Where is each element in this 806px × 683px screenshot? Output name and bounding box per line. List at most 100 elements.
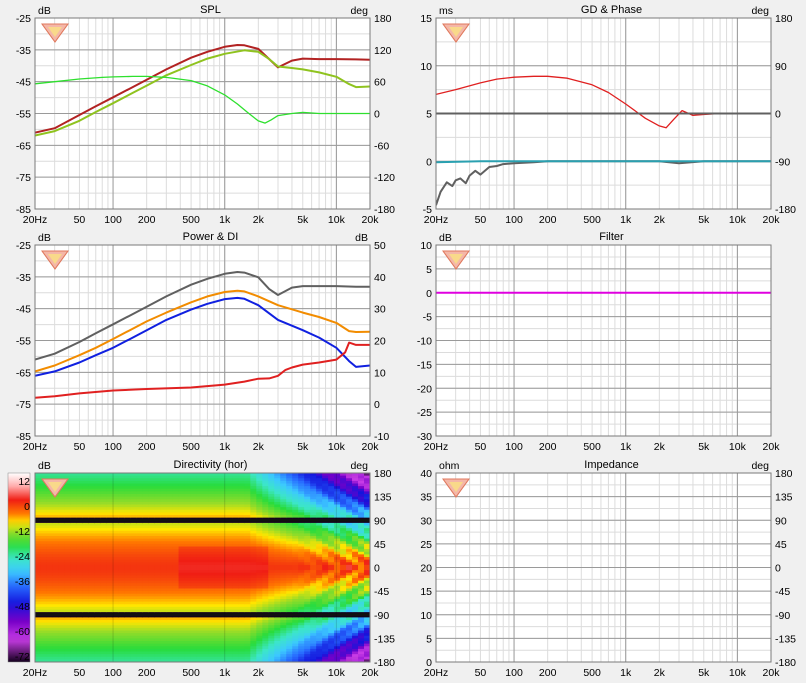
heatmap-cell bbox=[136, 585, 144, 590]
heatmap-cell bbox=[364, 609, 370, 613]
heatmap-cell bbox=[238, 596, 245, 600]
heatmap-cell bbox=[268, 483, 275, 487]
heatmap-cell bbox=[244, 585, 251, 590]
heatmap-cell bbox=[292, 575, 299, 579]
heatmap-cell bbox=[244, 601, 251, 605]
heatmap-cell bbox=[124, 583, 132, 587]
heatmap-cell bbox=[142, 478, 150, 482]
heatmap-cell bbox=[202, 549, 210, 553]
heatmap-cell bbox=[166, 549, 174, 553]
heatmap-cell bbox=[310, 559, 317, 563]
heatmap-cell bbox=[64, 562, 72, 566]
heatmap-cell bbox=[280, 601, 287, 605]
heatmap-cell bbox=[112, 606, 120, 611]
heatmap-cell bbox=[226, 486, 234, 490]
heatmap-cell bbox=[160, 620, 168, 624]
heatmap-cell bbox=[148, 614, 156, 618]
heatmap-cell bbox=[82, 635, 90, 639]
heatmap-cell bbox=[100, 570, 108, 574]
heatmap-cell bbox=[190, 572, 198, 576]
heatmap-cell bbox=[112, 478, 120, 482]
heatmap-cell bbox=[238, 536, 245, 540]
heatmap-cell bbox=[316, 494, 323, 498]
heatmap-cell bbox=[154, 633, 162, 637]
heatmap-cell bbox=[256, 654, 263, 658]
heatmap-cell bbox=[334, 483, 341, 487]
heatmap-cell bbox=[340, 486, 347, 490]
heatmap-cell bbox=[226, 627, 234, 632]
heatmap-cell bbox=[256, 578, 263, 582]
heatmap-cell bbox=[226, 656, 234, 660]
heatmap-cell bbox=[202, 480, 210, 485]
heatmap-cell bbox=[100, 622, 108, 626]
heatmap-cell bbox=[364, 512, 370, 516]
heatmap-cell bbox=[76, 522, 84, 527]
heatmap-cell bbox=[76, 525, 84, 529]
heatmap-cell bbox=[190, 559, 198, 563]
heatmap-cell bbox=[46, 627, 54, 632]
heatmap-cell bbox=[244, 491, 251, 495]
heatmap-cell bbox=[136, 483, 144, 487]
heatmap-cell bbox=[238, 638, 245, 642]
x-tick-label: 500 bbox=[182, 214, 200, 226]
heatmap-cell bbox=[358, 483, 365, 487]
heatmap-cell bbox=[178, 583, 186, 587]
heatmap-cell bbox=[64, 638, 72, 642]
heatmap-cell bbox=[208, 507, 216, 511]
heatmap-cell bbox=[124, 659, 132, 662]
heatmap-cell bbox=[286, 638, 293, 642]
heatmap-cell bbox=[256, 554, 263, 558]
heatmap-cell bbox=[46, 643, 54, 647]
heatmap-cell bbox=[340, 617, 347, 621]
heatmap-cell bbox=[196, 585, 204, 590]
heatmap-cell bbox=[346, 483, 353, 487]
heatmap-cell bbox=[106, 630, 114, 634]
heatmap-cell bbox=[184, 520, 192, 524]
heatmap-cell bbox=[196, 606, 204, 611]
heatmap-cell bbox=[268, 522, 275, 527]
heatmap-cell bbox=[124, 541, 132, 545]
watermark-logo-icon bbox=[442, 250, 470, 270]
heatmap-cell bbox=[64, 549, 72, 553]
heatmap-cell bbox=[76, 564, 84, 569]
heatmap-cell bbox=[250, 525, 257, 529]
heatmap-cell bbox=[112, 609, 120, 613]
heatmap-cell bbox=[268, 494, 275, 498]
heatmap-cell bbox=[130, 641, 138, 645]
heatmap-cell bbox=[220, 609, 228, 613]
heatmap-cell bbox=[118, 499, 126, 503]
heatmap-cell bbox=[76, 504, 84, 508]
heatmap-cell bbox=[244, 609, 251, 613]
heatmap-cell bbox=[76, 491, 84, 495]
heatmap-cell bbox=[106, 525, 114, 529]
heatmap-cell bbox=[106, 570, 114, 574]
heatmap-cell bbox=[35, 572, 42, 576]
heatmap-cell bbox=[364, 494, 370, 498]
heatmap-cell bbox=[136, 617, 144, 621]
heatmap-cell bbox=[262, 609, 269, 613]
heatmap-cell bbox=[124, 536, 132, 540]
heatmap-cell bbox=[220, 627, 228, 632]
heatmap-cell bbox=[178, 483, 186, 487]
x-tick-label: 200 bbox=[539, 214, 557, 226]
heatmap-cell bbox=[58, 557, 66, 561]
heatmap-cell bbox=[250, 627, 257, 632]
heatmap-cell bbox=[316, 604, 323, 608]
heatmap-cell bbox=[292, 528, 299, 532]
heatmap-cell bbox=[130, 530, 138, 534]
heatmap-cell bbox=[76, 614, 84, 618]
heatmap-cell bbox=[52, 475, 60, 479]
heatmap-cell bbox=[316, 564, 323, 569]
heatmap-cell bbox=[328, 604, 335, 608]
heatmap-cell bbox=[172, 478, 180, 482]
heatmap-cell bbox=[316, 596, 323, 600]
heatmap-cell bbox=[214, 648, 222, 653]
heatmap-cell bbox=[214, 473, 222, 477]
heatmap-cell bbox=[208, 480, 216, 485]
heatmap-cell bbox=[196, 630, 204, 634]
heatmap-cell bbox=[352, 627, 359, 632]
heatmap-cell bbox=[94, 617, 102, 621]
heatmap-cell bbox=[286, 520, 293, 524]
heatmap-cell bbox=[226, 630, 234, 634]
heatmap-cell bbox=[172, 549, 180, 553]
